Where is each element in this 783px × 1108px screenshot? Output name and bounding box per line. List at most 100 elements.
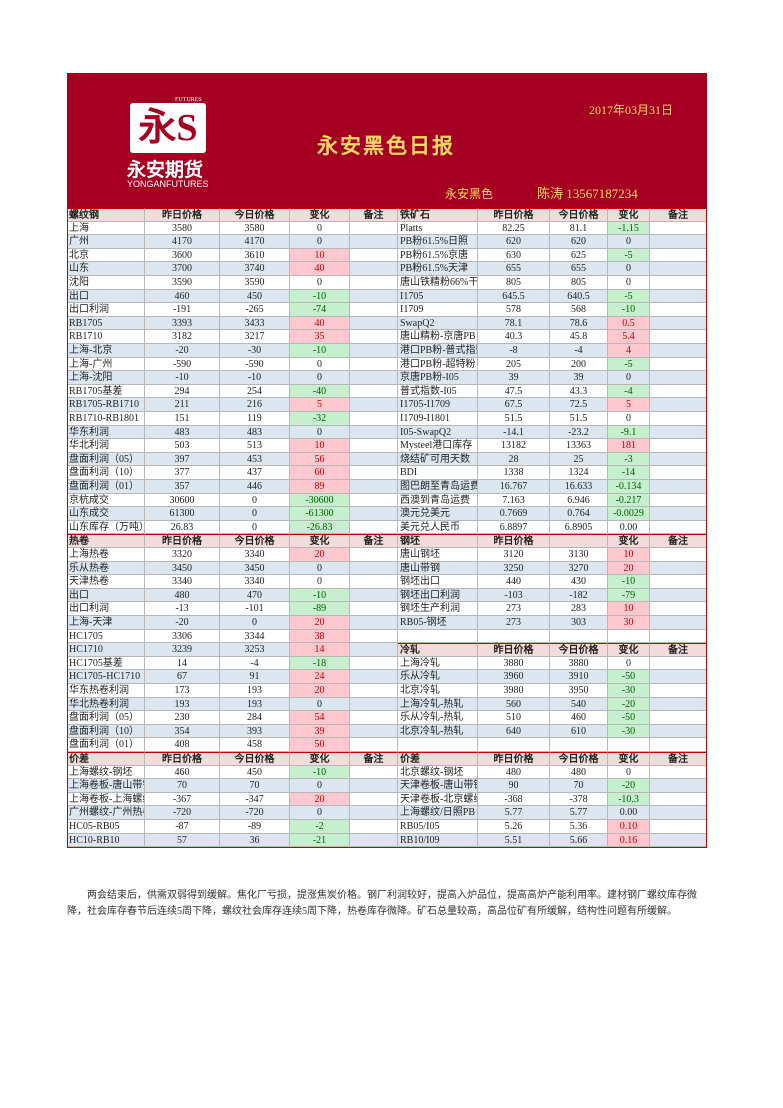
price-cell: 3950 bbox=[550, 684, 608, 698]
change-cell: 181 bbox=[608, 439, 650, 453]
price-cell: 480 bbox=[478, 765, 550, 780]
header-cell: 变化 bbox=[290, 534, 350, 548]
row-label: HC1705-HC1710 bbox=[67, 670, 145, 684]
logo-en: YONGANFUTURES bbox=[127, 179, 209, 189]
header-cell: 备注 bbox=[350, 752, 398, 766]
price-cell: 3182 bbox=[145, 330, 220, 344]
header-cell: 昨日价格 bbox=[478, 643, 550, 657]
price-cell: 90 bbox=[478, 779, 550, 793]
price-cell: 568 bbox=[550, 303, 608, 317]
price-cell: 805 bbox=[478, 276, 550, 290]
table-cell bbox=[350, 357, 398, 372]
price-cell: 205 bbox=[478, 357, 550, 372]
table-cell bbox=[650, 602, 707, 616]
table-cell bbox=[550, 738, 608, 752]
price-cell: 303 bbox=[550, 616, 608, 630]
row-label: 港口PB粉-超特粉 bbox=[398, 357, 478, 372]
row-label: 出口利润 bbox=[67, 303, 145, 317]
row-label: 广州螺纹-广州热卷 bbox=[67, 806, 145, 820]
table-cell bbox=[650, 588, 707, 603]
table-cell bbox=[350, 276, 398, 290]
price-cell: 78.1 bbox=[478, 316, 550, 331]
table-cell bbox=[350, 656, 398, 671]
row-label: 上海-天津 bbox=[67, 616, 145, 630]
price-cell: 67.5 bbox=[478, 398, 550, 412]
price-cell: -87 bbox=[145, 820, 220, 834]
row-label: RB1710-RB1801 bbox=[67, 412, 145, 426]
price-cell: -20 bbox=[145, 344, 220, 358]
price-cell: 3590 bbox=[220, 276, 290, 290]
price-cell: 3340 bbox=[220, 575, 290, 589]
row-label: 盘面利润（05） bbox=[67, 711, 145, 725]
change-cell: -18 bbox=[290, 656, 350, 671]
price-cell: 3590 bbox=[145, 276, 220, 290]
price-cell: 82.25 bbox=[478, 221, 550, 236]
price-cell: 630 bbox=[478, 248, 550, 263]
header-cell: 钢坯 bbox=[398, 534, 478, 548]
row-label: RB1705-RB1710 bbox=[67, 398, 145, 412]
price-cell: 357 bbox=[145, 480, 220, 494]
change-cell: 89 bbox=[290, 480, 350, 494]
header-cell: 备注 bbox=[350, 534, 398, 548]
row-label: 图巴朗至青岛运费 bbox=[398, 480, 478, 494]
table-cell bbox=[650, 792, 707, 807]
price-cell: -590 bbox=[220, 357, 290, 372]
change-cell: 10 bbox=[608, 602, 650, 616]
row-label: Mysteel港口库存 bbox=[398, 439, 478, 453]
price-cell: 3253 bbox=[220, 643, 290, 657]
price-cell: 70 bbox=[220, 779, 290, 793]
change-cell: 5 bbox=[290, 398, 350, 412]
price-cell: 6.946 bbox=[550, 493, 608, 508]
price-cell: -347 bbox=[220, 792, 290, 807]
table-cell bbox=[650, 629, 707, 644]
price-cell: 5.26 bbox=[478, 820, 550, 834]
price-cell: 645.5 bbox=[478, 289, 550, 304]
change-cell: 40 bbox=[290, 262, 350, 276]
row-label: HC1705基差 bbox=[67, 656, 145, 671]
price-cell: 3910 bbox=[550, 670, 608, 684]
row-label: RB05-钢坯 bbox=[398, 616, 478, 630]
row-label: I1709-I1801 bbox=[398, 412, 478, 426]
table-cell bbox=[650, 711, 707, 725]
price-cell: -368 bbox=[478, 792, 550, 807]
row-label: RB1705 bbox=[67, 316, 145, 331]
change-cell: 60 bbox=[290, 466, 350, 480]
price-cell: 3250 bbox=[478, 561, 550, 576]
price-cell: 5.77 bbox=[550, 806, 608, 820]
price-cell: 480 bbox=[550, 765, 608, 780]
table-cell bbox=[350, 765, 398, 780]
price-cell: 1324 bbox=[550, 466, 608, 480]
header-cell: 昨日价格 bbox=[478, 534, 550, 548]
price-cell: 151 bbox=[145, 412, 220, 426]
table-cell bbox=[398, 629, 478, 644]
price-cell: 483 bbox=[145, 425, 220, 440]
price-cell: 0 bbox=[220, 616, 290, 630]
change-cell: -4 bbox=[608, 384, 650, 399]
table-cell bbox=[608, 629, 650, 644]
row-label: 京唐PB粉-I05 bbox=[398, 371, 478, 385]
header-cell: 昨日价格 bbox=[145, 208, 220, 222]
table-cell bbox=[650, 276, 707, 290]
change-cell: 30 bbox=[608, 616, 650, 630]
price-cell: 578 bbox=[478, 303, 550, 317]
table-cell bbox=[350, 262, 398, 276]
change-cell: 20 bbox=[290, 616, 350, 630]
price-cell: -191 bbox=[145, 303, 220, 317]
price-cell: 25 bbox=[550, 452, 608, 467]
table-cell bbox=[650, 248, 707, 263]
price-cell: 0 bbox=[220, 493, 290, 508]
row-label: 西澳到青岛运费 bbox=[398, 493, 478, 508]
commentary: 两会结束后，供需双弱得到缓解。焦化厂亏损，提涨焦炭价格。钢厂利润较好，提高入炉品… bbox=[67, 890, 697, 917]
row-label: HC10-RB10 bbox=[67, 833, 145, 848]
price-cell: -23.2 bbox=[550, 425, 608, 440]
change-cell: 5.4 bbox=[608, 330, 650, 344]
change-cell: -30600 bbox=[290, 493, 350, 508]
change-cell: 0 bbox=[290, 575, 350, 589]
price-cell: -30 bbox=[220, 344, 290, 358]
row-label: 烧结矿可用天数 bbox=[398, 452, 478, 467]
table-cell bbox=[350, 806, 398, 820]
table-cell bbox=[398, 738, 478, 752]
price-cell: 3120 bbox=[478, 548, 550, 562]
change-cell: 38 bbox=[290, 629, 350, 644]
price-cell: 3580 bbox=[145, 221, 220, 236]
